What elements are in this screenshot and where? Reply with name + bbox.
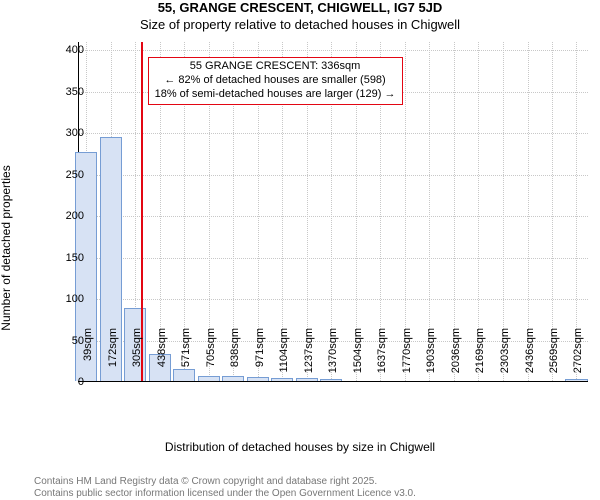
x-tick-label: 1504sqm — [352, 328, 364, 388]
x-tick-label: 971sqm — [254, 328, 266, 388]
x-tick-label: 305sqm — [131, 328, 143, 388]
chart-container: Number of detached properties 55 GRANGE … — [0, 38, 600, 458]
gridline-horizontal — [79, 50, 588, 51]
x-tick-label: 2036sqm — [450, 328, 462, 388]
y-tick-label: 350 — [54, 86, 84, 98]
gridline-horizontal — [79, 175, 588, 176]
gridline-horizontal — [79, 299, 588, 300]
gridline-horizontal — [79, 216, 588, 217]
annotation-box: 55 GRANGE CRESCENT: 336sqm← 82% of detac… — [148, 57, 403, 104]
gridline-horizontal — [79, 258, 588, 259]
x-tick-label: 1637sqm — [376, 328, 388, 388]
y-tick-label: 400 — [54, 44, 84, 56]
annotation-line: 55 GRANGE CRESCENT: 336sqm — [155, 60, 396, 74]
page-title: 55, GRANGE CRESCENT, CHIGWELL, IG7 5JD — [0, 0, 600, 17]
y-tick-label: 0 — [54, 376, 84, 388]
x-tick-label: 2702sqm — [572, 328, 584, 388]
x-tick-label: 172sqm — [107, 328, 119, 388]
y-tick-label: 100 — [54, 293, 84, 305]
y-tick-label: 150 — [54, 252, 84, 264]
x-tick-label: 705sqm — [205, 328, 217, 388]
y-tick-label: 200 — [54, 210, 84, 222]
y-axis-label: Number of detached properties — [0, 165, 13, 330]
y-tick-label: 300 — [54, 127, 84, 139]
x-tick-label: 2303sqm — [499, 328, 511, 388]
x-axis-label: Distribution of detached houses by size … — [0, 440, 600, 454]
page-subtitle: Size of property relative to detached ho… — [0, 17, 600, 34]
x-tick-label: 571sqm — [180, 328, 192, 388]
x-tick-label: 1237sqm — [303, 328, 315, 388]
attribution-footer: Contains HM Land Registry data © Crown c… — [34, 476, 416, 500]
x-tick-label: 838sqm — [229, 328, 241, 388]
footer-line-1: Contains HM Land Registry data © Crown c… — [34, 476, 416, 488]
x-tick-label: 2569sqm — [548, 328, 560, 388]
x-tick-label: 1903sqm — [425, 328, 437, 388]
annotation-line: 18% of semi-detached houses are larger (… — [155, 88, 396, 102]
footer-line-2: Contains public sector information licen… — [34, 488, 416, 500]
x-tick-label: 1770sqm — [401, 328, 413, 388]
x-tick-label: 2169sqm — [474, 328, 486, 388]
x-tick-label: 2436sqm — [524, 328, 536, 388]
x-tick-label: 1104sqm — [278, 328, 290, 388]
x-tick-label: 39sqm — [82, 328, 94, 388]
gridline-horizontal — [79, 133, 588, 134]
x-tick-label: 1370sqm — [327, 328, 339, 388]
y-tick-label: 50 — [54, 335, 84, 347]
x-tick-label: 438sqm — [156, 328, 168, 388]
annotation-line: ← 82% of detached houses are smaller (59… — [155, 74, 396, 88]
y-tick-label: 250 — [54, 169, 84, 181]
